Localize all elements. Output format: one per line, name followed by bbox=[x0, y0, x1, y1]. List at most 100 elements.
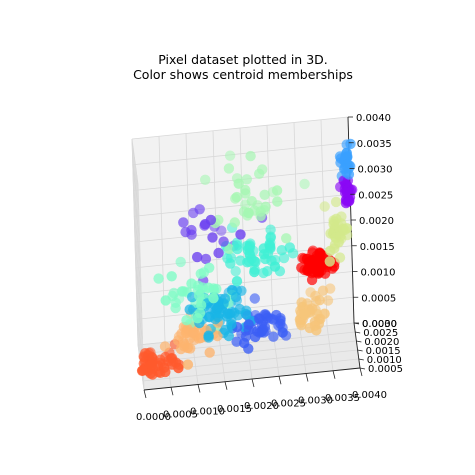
scatter-point bbox=[146, 359, 157, 371]
grid-line-x bbox=[218, 336, 226, 382]
scatter-point bbox=[299, 178, 310, 190]
scatter-point bbox=[245, 150, 256, 162]
scatter-point bbox=[246, 196, 257, 207]
scatter-point bbox=[243, 207, 254, 218]
scatter-point bbox=[222, 308, 233, 319]
scatter-point bbox=[262, 266, 273, 277]
scatter-point bbox=[192, 313, 203, 324]
scatter-point bbox=[170, 302, 181, 314]
scatter-point bbox=[200, 174, 211, 185]
scatter-point bbox=[277, 327, 288, 338]
scatter-point bbox=[175, 256, 186, 268]
z-tick-label: 0.0000 bbox=[362, 319, 397, 330]
y-tick-mark bbox=[356, 340, 362, 343]
scatter-point bbox=[179, 341, 190, 352]
scatter-point bbox=[341, 223, 353, 234]
scatter-point bbox=[258, 249, 270, 260]
scatter-point bbox=[319, 201, 330, 212]
scatter-point bbox=[230, 266, 241, 277]
scatter-point bbox=[319, 308, 330, 319]
scatter-point bbox=[187, 327, 198, 338]
chart-subtitle: Color shows centroid memberships bbox=[133, 67, 353, 82]
scatter-point bbox=[139, 352, 150, 363]
scatter-points bbox=[136, 138, 358, 380]
scatter-point bbox=[314, 267, 325, 278]
scatter-point bbox=[250, 331, 261, 343]
x-tick-label: 0.0015 bbox=[217, 404, 252, 415]
scatter-point bbox=[186, 224, 197, 236]
scatter-point bbox=[259, 189, 270, 200]
scatter-point bbox=[271, 309, 282, 321]
z-tick-label: 0.0015 bbox=[360, 242, 395, 253]
y-tick-label: 0.0010 bbox=[367, 355, 402, 366]
x-tick-label: 0.0005 bbox=[163, 409, 198, 420]
scatter-point bbox=[243, 319, 254, 330]
y-tick-label: 0.0015 bbox=[366, 346, 401, 357]
scatter-point bbox=[340, 197, 352, 209]
scatter-point bbox=[272, 196, 283, 207]
y-tick-mark bbox=[357, 349, 363, 352]
x-tick-mark bbox=[143, 389, 147, 399]
scatter-point bbox=[249, 266, 260, 278]
scatter-point bbox=[296, 297, 307, 308]
scatter-point bbox=[275, 318, 286, 329]
scatter-point bbox=[269, 261, 281, 272]
scatter-point bbox=[317, 285, 329, 296]
scatter-point bbox=[244, 248, 255, 259]
scatter-point bbox=[204, 312, 215, 323]
x-tick-label: 0.0020 bbox=[244, 401, 279, 412]
scatter-point bbox=[192, 251, 203, 263]
scatter-point bbox=[239, 337, 250, 349]
scatter-point bbox=[166, 271, 177, 282]
scatter-point bbox=[254, 168, 265, 179]
scatter-point bbox=[268, 331, 279, 342]
z-tick-label: 0.0020 bbox=[359, 216, 394, 227]
scatter-point bbox=[199, 219, 211, 230]
y-tick-label: 0.0030 bbox=[362, 319, 397, 330]
scatter-point bbox=[211, 283, 222, 295]
scatter-point bbox=[223, 330, 234, 342]
x-tick-label: 0.0000 bbox=[136, 412, 171, 423]
scatter-point bbox=[314, 295, 325, 306]
scatter-point bbox=[186, 278, 197, 289]
y-tick-label: 0.0005 bbox=[368, 364, 403, 375]
scatter-point bbox=[193, 290, 205, 301]
x-tick-mark bbox=[224, 381, 228, 390]
scatter-point bbox=[271, 185, 283, 196]
x-tick-mark bbox=[251, 378, 255, 388]
x-tick-label: 0.0030 bbox=[298, 396, 333, 407]
scatter-point bbox=[242, 257, 253, 268]
grid-line-y bbox=[131, 138, 139, 346]
grid-line-y bbox=[132, 147, 140, 355]
scatter-point bbox=[284, 242, 295, 253]
x-tick-mark bbox=[359, 367, 363, 377]
scatter-point bbox=[204, 262, 215, 273]
chart-title: Pixel dataset plotted in 3D. bbox=[158, 52, 328, 67]
y-tick-mark bbox=[359, 367, 366, 370]
z-tick-label: 0.0035 bbox=[357, 139, 392, 150]
scatter-point bbox=[322, 295, 334, 306]
scatter-point bbox=[333, 237, 344, 248]
scatter-point bbox=[200, 253, 212, 265]
z-tick-label: 0.0025 bbox=[358, 190, 393, 201]
grid-line-x bbox=[326, 325, 334, 371]
scatter-point bbox=[276, 245, 287, 256]
scatter-point bbox=[232, 243, 243, 255]
scatter-point bbox=[160, 366, 171, 378]
x-tick-mark bbox=[197, 384, 201, 393]
scatter-point bbox=[195, 268, 206, 279]
scatter-point bbox=[324, 256, 335, 267]
tick-labels: 0.00000.00050.00100.00150.00200.00250.00… bbox=[136, 113, 403, 423]
z-tick-label: 0.0010 bbox=[361, 268, 396, 279]
x-tick-label: 0.0010 bbox=[190, 407, 225, 418]
scatter-point bbox=[250, 256, 261, 268]
scatter-point bbox=[281, 233, 292, 244]
y-axis-line bbox=[353, 322, 361, 369]
scatter-point bbox=[223, 163, 235, 174]
scatter-point bbox=[208, 293, 219, 304]
scatter-point bbox=[224, 243, 235, 255]
scatter-point bbox=[230, 291, 242, 303]
y-tick-mark bbox=[358, 358, 364, 361]
z-tick-label: 0.0040 bbox=[356, 113, 391, 124]
